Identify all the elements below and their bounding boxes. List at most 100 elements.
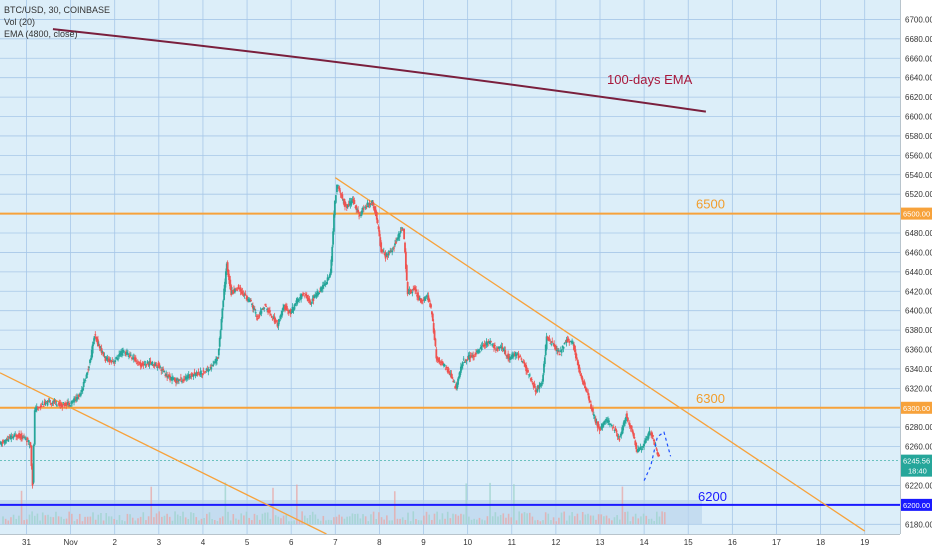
- volume-bar: [76, 519, 78, 525]
- candle-body: [126, 352, 128, 355]
- legend-symbol[interactable]: BTC/USD, 30, COINBASE: [4, 5, 110, 15]
- candle-body: [320, 287, 322, 292]
- volume-bar: [303, 515, 306, 525]
- price-axis-ticks: 6700.00 6680.00 6660.00 6640.00 6620.00 6600.…: [905, 15, 932, 529]
- candle-body: [629, 425, 632, 429]
- candle-body: [10, 435, 13, 439]
- volume-bar: [10, 517, 12, 525]
- volume-bar: [446, 511, 449, 525]
- volume-bar: [285, 514, 288, 525]
- candle-body: [363, 206, 366, 208]
- price-tick-label: 6220.00: [905, 481, 932, 490]
- candle-body: [359, 214, 361, 217]
- candle-body: [565, 339, 568, 343]
- candle-body: [292, 309, 295, 311]
- candle-body: [50, 403, 53, 405]
- price-tick-label: 6540.00: [905, 171, 932, 180]
- candle-body: [208, 369, 211, 371]
- volume-bar: [68, 511, 70, 525]
- volume-bar: [65, 518, 68, 525]
- candle-body: [268, 309, 270, 312]
- candle-body: [270, 315, 273, 318]
- candle-body: [560, 349, 563, 353]
- level-label-6300: 6300: [696, 391, 725, 406]
- candle-body: [234, 288, 237, 290]
- volume-bar: [428, 514, 430, 525]
- candle-body: [37, 406, 40, 408]
- volume-bar: [526, 513, 528, 525]
- candle-body: [162, 368, 165, 371]
- candle-body: [83, 380, 86, 384]
- candle-body: [149, 360, 152, 365]
- candle-body: [446, 368, 449, 373]
- candle-body: [501, 346, 504, 350]
- volume-bar: [362, 514, 364, 525]
- candle-body: [290, 311, 293, 314]
- candle-body: [56, 405, 59, 407]
- candle-body: [304, 293, 307, 296]
- candle-body: [441, 361, 443, 364]
- volume-bar: [581, 511, 584, 525]
- candle-body: [558, 354, 561, 356]
- ema-annotation: 100-days EMA: [607, 72, 693, 87]
- candle-body: [374, 206, 376, 213]
- candle-body: [93, 336, 96, 341]
- candle-body: [120, 351, 122, 354]
- time-tick-label: 12: [551, 538, 560, 547]
- volume-bar: [534, 520, 536, 525]
- candle-body: [190, 373, 193, 377]
- candle-body: [175, 379, 177, 384]
- candle-body: [202, 370, 205, 372]
- legend-ema[interactable]: EMA (4800, close): [4, 29, 78, 39]
- candle-body: [163, 370, 166, 372]
- volume-bar: [18, 515, 20, 525]
- price-tick-label: 6660.00: [905, 54, 932, 63]
- volume-bar: [105, 512, 108, 525]
- last-price-value: 6245.56: [903, 457, 930, 466]
- candle-body: [397, 233, 400, 238]
- volume-bar: [327, 519, 330, 525]
- volume-bar: [33, 515, 36, 525]
- volume-bar: [423, 515, 425, 525]
- candle-body: [105, 357, 108, 359]
- time-axis[interactable]: [0, 534, 900, 550]
- candle-body: [401, 227, 404, 229]
- candle-body: [110, 360, 113, 363]
- candle-body: [58, 401, 61, 404]
- candle-body: [339, 193, 342, 195]
- candle-body: [303, 293, 305, 295]
- volume-bar: [314, 514, 317, 525]
- candle-body: [653, 443, 656, 445]
- candle-body: [34, 407, 37, 412]
- candle-body: [472, 354, 475, 358]
- volume-bar: [52, 517, 55, 525]
- candle-body: [5, 439, 8, 442]
- candle-body: [530, 379, 533, 380]
- volume-bar: [28, 514, 31, 525]
- candle-body: [368, 202, 371, 206]
- legend-volume[interactable]: Vol (20): [4, 17, 35, 27]
- candle-body: [467, 355, 470, 357]
- volume-bar: [518, 511, 520, 525]
- candle-body: [183, 378, 186, 380]
- candle-body: [440, 364, 442, 366]
- candle-body: [419, 298, 422, 303]
- candle-body: [201, 374, 204, 375]
- price-tick-label: 6460.00: [905, 248, 932, 257]
- candle-body: [249, 299, 251, 302]
- volume-bar: [264, 512, 266, 525]
- candle-body: [223, 288, 226, 300]
- volume-bar: [145, 520, 147, 525]
- candle-body: [460, 365, 463, 368]
- candle-body: [459, 366, 462, 373]
- candle-body: [588, 396, 591, 401]
- candle-body: [447, 368, 450, 373]
- candle-body: [151, 362, 154, 366]
- candle-body: [631, 429, 634, 433]
- candle-body: [90, 349, 93, 359]
- candle-body: [477, 349, 480, 351]
- volume-bar: [401, 517, 404, 525]
- volume-bar: [269, 518, 272, 525]
- candle-body: [594, 418, 597, 424]
